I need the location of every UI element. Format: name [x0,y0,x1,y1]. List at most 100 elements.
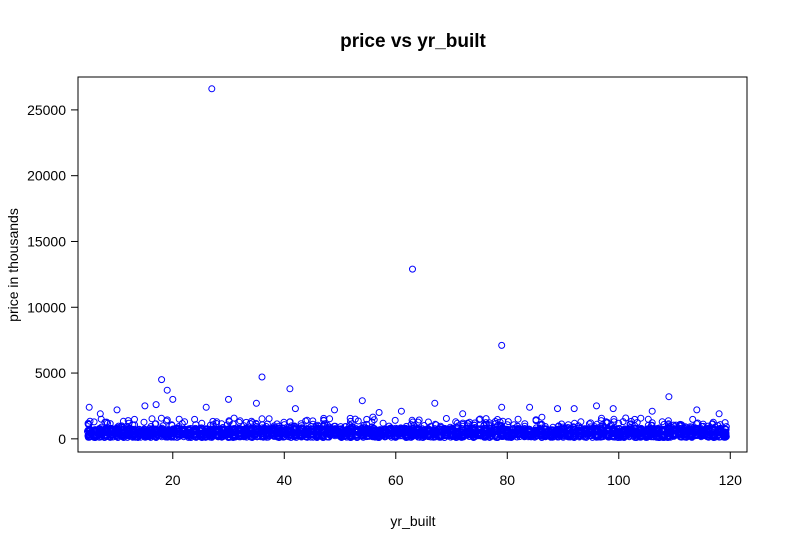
data-point [619,418,627,426]
data-point [554,405,561,413]
data-point [291,422,298,430]
data-point [424,418,432,426]
data-point [369,413,377,421]
data-point [258,373,266,381]
data-point [442,415,450,422]
data-point [291,405,299,413]
data-point [693,406,701,414]
data-point [252,399,260,407]
data-point [208,85,216,93]
data-point [414,418,422,426]
data-point [158,376,166,384]
data-point [570,405,578,413]
data-point [273,420,281,428]
data-point [407,421,415,429]
data-point [391,416,399,424]
data-point [537,424,545,432]
data-point [124,417,132,425]
data-point [309,420,317,428]
data-point [140,418,148,426]
data-point [85,403,93,411]
data-point [498,341,506,349]
data-point [90,418,98,426]
data-point [665,393,673,401]
data-point [648,407,656,415]
data-point [286,385,294,393]
data-point [532,417,540,425]
data-point [131,415,138,423]
data-point [368,418,376,426]
data-point [538,413,546,421]
data-point [354,417,362,425]
data-point [587,419,595,427]
data-point [503,421,511,429]
data-point [209,417,217,425]
x-axis-label: yr_built [390,513,435,529]
data-point [202,403,210,411]
data-point [104,419,111,427]
data-point [286,418,294,426]
data-point [326,415,334,423]
data-point [152,401,160,409]
data-point [609,405,617,413]
data-point [225,418,233,426]
data-point [169,395,177,403]
data-point [373,433,381,441]
data-point [431,399,439,407]
data-point [626,421,634,429]
x-axis: 20 40 60 80 100 120 [165,452,742,488]
data-point [198,419,206,427]
data-points [84,85,730,441]
data-point [610,415,618,423]
x-tick-label: 100 [607,472,631,488]
data-point [593,402,600,410]
y-tick-label: 15000 [27,233,66,249]
data-point [302,417,310,425]
data-point [644,415,652,423]
data-point [721,419,729,427]
data-point [463,419,471,427]
data-point [379,419,387,427]
data-point [498,403,506,411]
data-point [610,418,618,426]
data-point [471,421,478,429]
data-point [504,418,512,426]
y-axis-label: price in thousands [5,208,21,322]
data-point [191,415,199,423]
data-point [181,418,189,426]
chart-title: price vs yr_built [340,31,486,52]
data-point [258,415,266,423]
data-point [689,415,697,423]
data-point [526,403,534,411]
data-point [637,414,645,422]
y-tick-label: 10000 [27,299,66,315]
data-point [162,417,170,425]
data-point [259,421,266,429]
data-point [633,419,641,426]
data-point [459,410,467,418]
data-point [722,423,730,431]
data-point [664,417,672,425]
data-point [598,414,605,422]
data-point [265,415,273,423]
data-point [720,431,728,439]
x-tick-label: 40 [276,472,292,488]
data-point [141,402,149,410]
y-tick-label: 20000 [27,168,66,184]
data-point [113,406,121,414]
data-point [148,415,156,423]
y-tick-label: 5000 [35,365,66,381]
data-point [491,430,499,438]
data-point [715,410,723,418]
data-point [475,416,483,424]
data-point [163,386,171,394]
x-tick-label: 120 [719,472,743,488]
data-point [358,397,366,405]
y-axis: 0 5000 10000 15000 20000 25000 [27,102,78,447]
data-point [375,409,383,416]
data-point [230,414,238,422]
data-point [602,418,610,426]
data-point [163,416,171,424]
data-point [96,410,104,418]
